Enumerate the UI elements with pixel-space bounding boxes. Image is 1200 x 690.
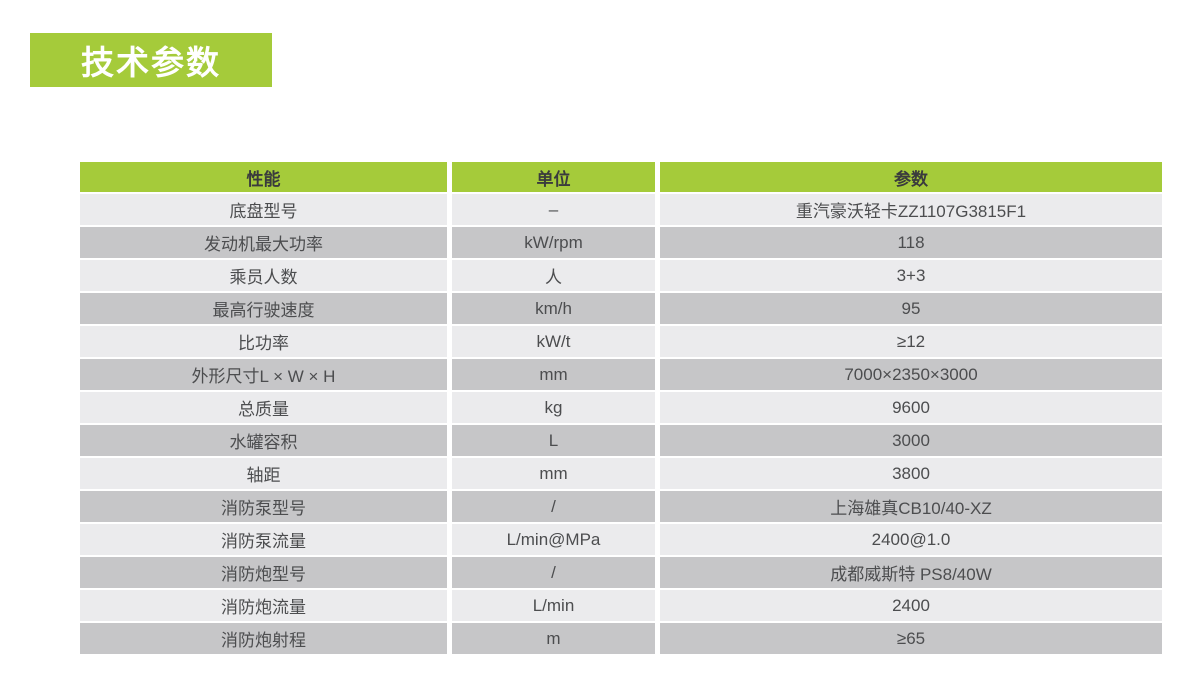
unit-cell: / — [452, 557, 655, 588]
param-name-cell: 消防炮射程 — [80, 623, 447, 654]
param-name-cell: 消防炮型号 — [80, 557, 447, 588]
value-cell: 2400 — [660, 590, 1162, 621]
unit-cell: km/h — [452, 293, 655, 324]
unit-cell: / — [452, 491, 655, 522]
param-name-cell: 外形尺寸L × W × H — [80, 359, 447, 390]
value-cell: 3000 — [660, 425, 1162, 456]
value-cell: 9600 — [660, 392, 1162, 423]
unit-cell: L/min@MPa — [452, 524, 655, 555]
value-cell: 95 — [660, 293, 1162, 324]
unit-cell: kW/rpm — [452, 227, 655, 258]
param-name-cell: 乘员人数 — [80, 260, 447, 291]
param-name-cell: 最高行驶速度 — [80, 293, 447, 324]
unit-cell: L/min — [452, 590, 655, 621]
unit-cell: kW/t — [452, 326, 655, 357]
value-cell: 成都威斯特 PS8/40W — [660, 557, 1162, 588]
value-cell: ≥65 — [660, 623, 1162, 654]
param-name-cell: 消防泵型号 — [80, 491, 447, 522]
unit-cell: – — [452, 194, 655, 225]
header-parameter: 参数 — [660, 162, 1162, 192]
unit-cell: L — [452, 425, 655, 456]
unit-cell: mm — [452, 359, 655, 390]
value-cell: 2400@1.0 — [660, 524, 1162, 555]
param-name-cell: 水罐容积 — [80, 425, 447, 456]
param-name-cell: 底盘型号 — [80, 194, 447, 225]
page-title-text: 技术参数 — [81, 44, 221, 81]
spec-table: 性能 单位 参数 底盘型号 – 重汽豪沃轻卡ZZ1107G3815F1 发动机最大功率… — [80, 162, 1162, 654]
param-name-cell: 消防泵流量 — [80, 524, 447, 555]
value-cell: 3800 — [660, 458, 1162, 489]
unit-cell: kg — [452, 392, 655, 423]
param-name-cell: 发动机最大功率 — [80, 227, 447, 258]
header-unit: 单位 — [452, 162, 655, 192]
value-cell: ≥12 — [660, 326, 1162, 357]
param-name-cell: 比功率 — [80, 326, 447, 357]
value-cell: 重汽豪沃轻卡ZZ1107G3815F1 — [660, 194, 1162, 225]
value-cell: 118 — [660, 227, 1162, 258]
header-performance: 性能 — [80, 162, 447, 192]
value-cell: 7000×2350×3000 — [660, 359, 1162, 390]
param-name-cell: 轴距 — [80, 458, 447, 489]
page-title: 技术参数 — [30, 33, 272, 87]
param-name-cell: 总质量 — [80, 392, 447, 423]
value-cell: 上海雄真CB10/40-XZ — [660, 491, 1162, 522]
unit-cell: 人 — [452, 260, 655, 291]
unit-cell: mm — [452, 458, 655, 489]
param-name-cell: 消防炮流量 — [80, 590, 447, 621]
unit-cell: m — [452, 623, 655, 654]
value-cell: 3+3 — [660, 260, 1162, 291]
